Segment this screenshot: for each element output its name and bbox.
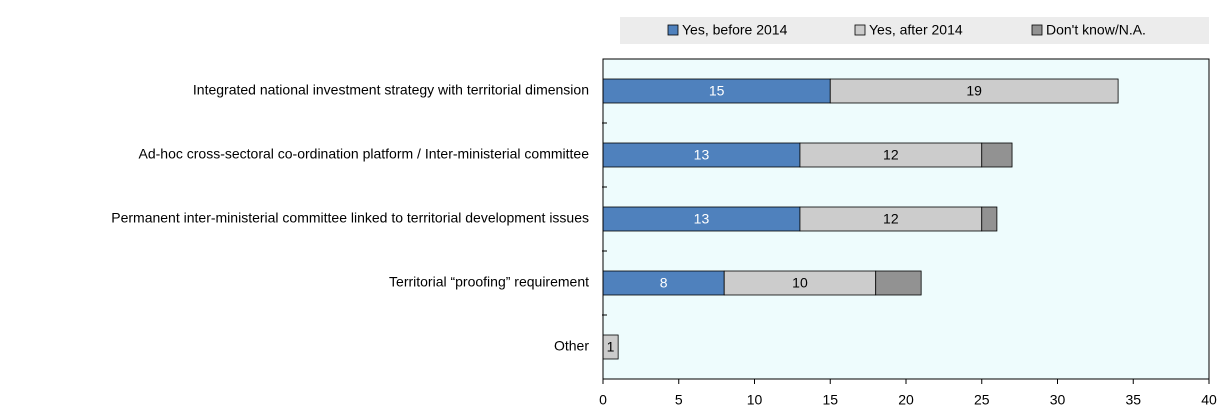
legend-swatch (1031, 24, 1043, 36)
data-label: 15 (709, 83, 725, 99)
x-tick-label: 20 (898, 392, 914, 408)
bar-segment (981, 142, 1013, 168)
bar-segment (799, 206, 983, 232)
data-label: 13 (694, 147, 710, 163)
plot-border (602, 58, 1210, 380)
data-label: 19 (966, 83, 982, 99)
x-tick-label: 40 (1201, 392, 1217, 408)
legend-swatch (667, 24, 679, 36)
y-tick-label: Ad-hoc cross-sectoral co-ordination plat… (139, 146, 590, 162)
y-tick-label: Other (554, 338, 589, 354)
data-label: 13 (694, 211, 710, 227)
bar-segment (723, 270, 877, 296)
legend-label: Yes, after 2014 (869, 22, 963, 38)
x-tick-label: 15 (822, 392, 838, 408)
x-tick-label: 35 (1125, 392, 1141, 408)
y-tick-label: Integrated national investment strategy … (193, 82, 589, 98)
bar-segment (875, 270, 922, 296)
bar-segment (829, 78, 1119, 104)
legend-label: Yes, before 2014 (682, 22, 788, 38)
legend-label: Don't know/N.A. (1046, 22, 1146, 38)
y-tick-label: Permanent inter-ministerial committee li… (111, 210, 589, 226)
bar-segment (602, 78, 831, 104)
x-tick-label: 30 (1050, 392, 1066, 408)
x-tick-label: 25 (974, 392, 990, 408)
bar-segment (602, 206, 801, 232)
x-tick-label: 10 (747, 392, 763, 408)
bar-segment (602, 270, 725, 296)
x-tick-label: 5 (675, 392, 683, 408)
data-label: 10 (792, 275, 808, 291)
data-label: 8 (660, 275, 668, 291)
data-label: 12 (883, 147, 899, 163)
legend-swatch (854, 24, 866, 36)
bar-segment (981, 206, 998, 232)
bar-segment (799, 142, 983, 168)
legend-background (620, 17, 1209, 44)
data-label: 12 (883, 211, 899, 227)
y-tick-label: Territorial “proofing” requirement (389, 274, 589, 290)
x-tick-label: 0 (599, 392, 607, 408)
bar-segment (602, 142, 801, 168)
data-label: 1 (607, 339, 615, 355)
